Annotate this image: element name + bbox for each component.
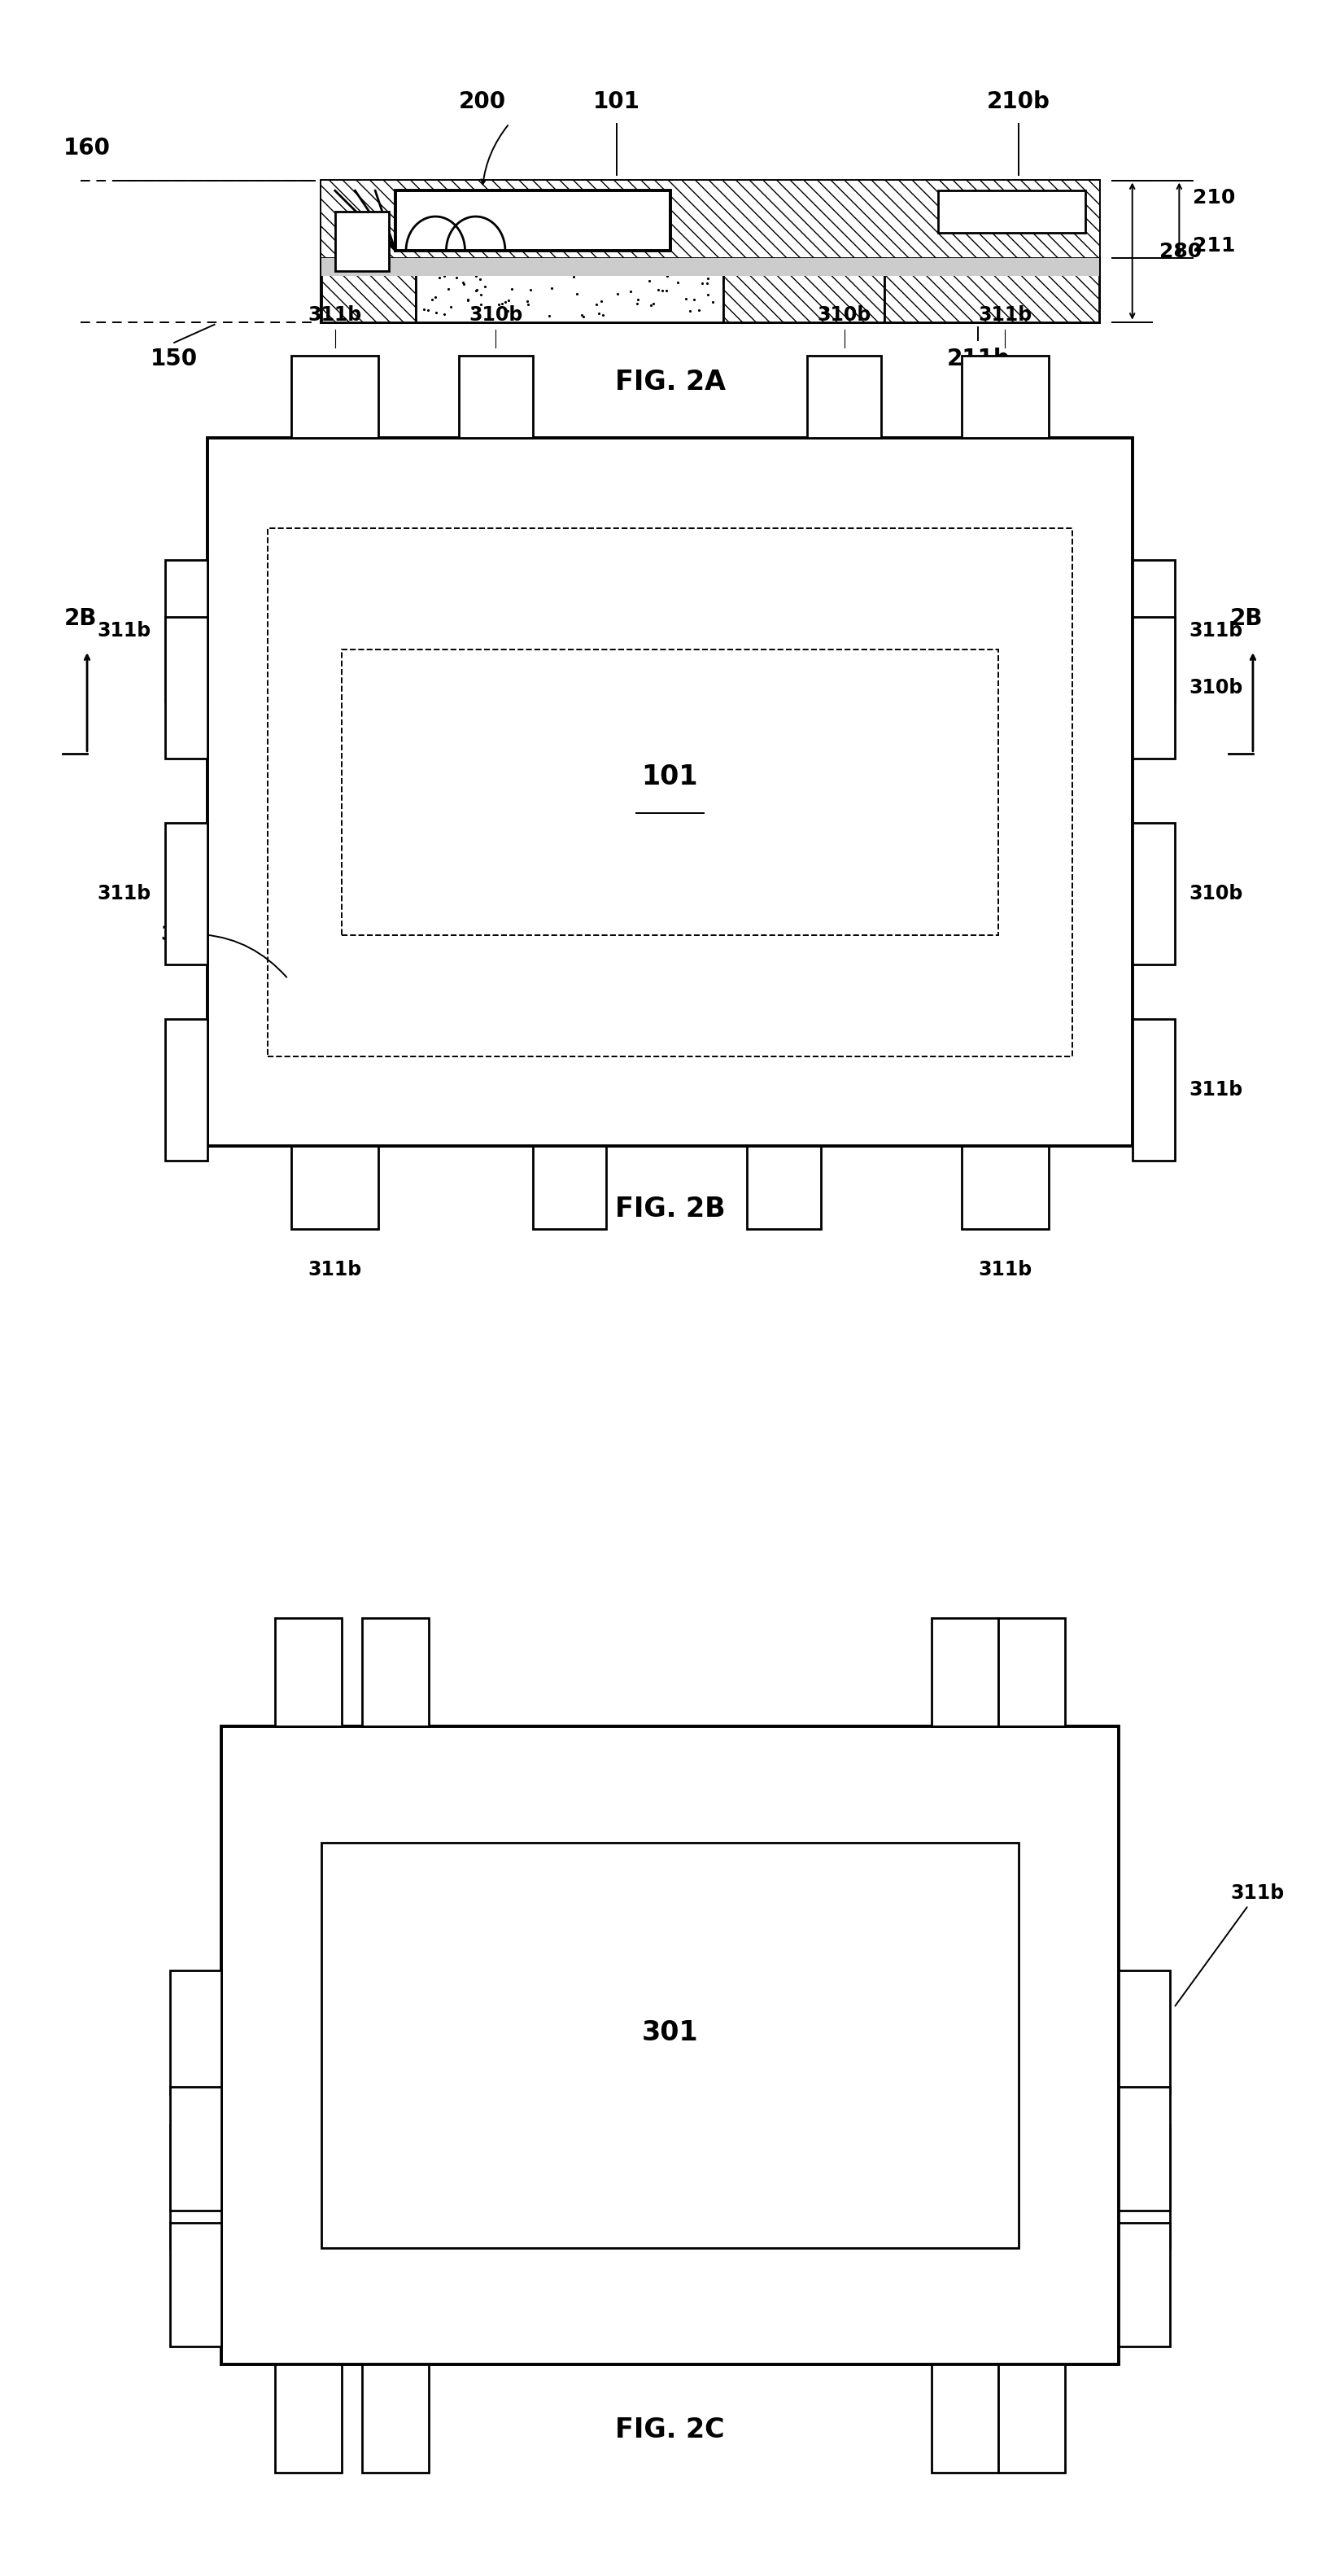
- Bar: [962, 1146, 1048, 1229]
- Bar: [1119, 2223, 1170, 2347]
- Bar: [533, 1146, 607, 1229]
- Bar: [1132, 824, 1175, 963]
- Text: 310b: 310b: [469, 304, 523, 325]
- Text: 101: 101: [592, 90, 641, 113]
- Text: 311b: 311b: [308, 1260, 362, 1280]
- Bar: [170, 2223, 221, 2347]
- Bar: [962, 355, 1048, 438]
- Bar: [322, 1842, 1018, 2249]
- Bar: [931, 2365, 998, 2473]
- Text: 150: 150: [150, 348, 198, 371]
- Bar: [998, 2365, 1065, 2473]
- Bar: [165, 1018, 208, 1159]
- Text: 2B: 2B: [1230, 608, 1262, 629]
- Bar: [362, 1618, 429, 1726]
- Bar: [395, 191, 670, 250]
- Bar: [322, 258, 415, 322]
- Text: 311b: 311b: [98, 884, 151, 904]
- Bar: [292, 355, 379, 438]
- Bar: [221, 1726, 1119, 2365]
- Bar: [458, 355, 533, 438]
- Bar: [998, 1618, 1065, 1726]
- Bar: [884, 258, 1099, 322]
- Bar: [1132, 562, 1175, 703]
- Bar: [208, 438, 1132, 1146]
- Bar: [275, 2365, 342, 2473]
- Bar: [170, 1971, 221, 2094]
- Bar: [292, 1146, 379, 1229]
- Bar: [342, 649, 998, 935]
- Bar: [1132, 1018, 1175, 1159]
- Bar: [1119, 2125, 1170, 2249]
- Text: 160: 160: [63, 137, 111, 160]
- Bar: [1119, 1971, 1170, 2094]
- Bar: [322, 258, 415, 322]
- Text: 210b: 210b: [986, 90, 1051, 113]
- Text: 211b: 211b: [946, 348, 1010, 371]
- Text: 311b: 311b: [1175, 1883, 1284, 2007]
- Text: 310b: 310b: [1189, 677, 1242, 698]
- Bar: [165, 562, 208, 703]
- Text: 301: 301: [161, 925, 287, 976]
- Bar: [268, 528, 1072, 1056]
- Bar: [1119, 2087, 1170, 2210]
- Text: 311b: 311b: [1189, 1079, 1242, 1100]
- Bar: [724, 258, 884, 322]
- Bar: [322, 180, 1099, 322]
- Bar: [170, 2125, 221, 2249]
- Text: 311b: 311b: [978, 1260, 1032, 1280]
- Bar: [275, 1618, 342, 1726]
- Bar: [415, 258, 724, 322]
- Text: 311b: 311b: [1189, 621, 1242, 641]
- Text: 210: 210: [1193, 188, 1235, 209]
- Text: 311b: 311b: [308, 304, 362, 325]
- Text: FIG. 2A: FIG. 2A: [615, 368, 725, 394]
- Bar: [884, 258, 1099, 322]
- Bar: [938, 191, 1085, 232]
- Text: 311b: 311b: [98, 621, 151, 641]
- Text: FIG. 2C: FIG. 2C: [615, 2416, 725, 2442]
- Bar: [170, 2087, 221, 2210]
- Bar: [808, 355, 882, 438]
- Text: 280: 280: [1159, 242, 1202, 260]
- Text: FIG. 2B: FIG. 2B: [615, 1195, 725, 1221]
- Text: 211: 211: [1193, 237, 1235, 255]
- Bar: [724, 258, 884, 322]
- Bar: [335, 211, 389, 270]
- Bar: [931, 1618, 998, 1726]
- Bar: [322, 258, 1099, 276]
- Text: 310b: 310b: [1189, 884, 1242, 904]
- Bar: [165, 824, 208, 963]
- Bar: [362, 2365, 429, 2473]
- Bar: [1132, 616, 1175, 757]
- Text: 301: 301: [642, 2020, 698, 2045]
- Text: 311b: 311b: [978, 304, 1032, 325]
- Bar: [322, 180, 1099, 258]
- Bar: [165, 616, 208, 757]
- Text: 200: 200: [458, 90, 507, 113]
- Text: 2B: 2B: [64, 608, 96, 629]
- Bar: [748, 1146, 820, 1229]
- Text: 310b: 310b: [817, 304, 871, 325]
- Text: 101: 101: [642, 762, 698, 791]
